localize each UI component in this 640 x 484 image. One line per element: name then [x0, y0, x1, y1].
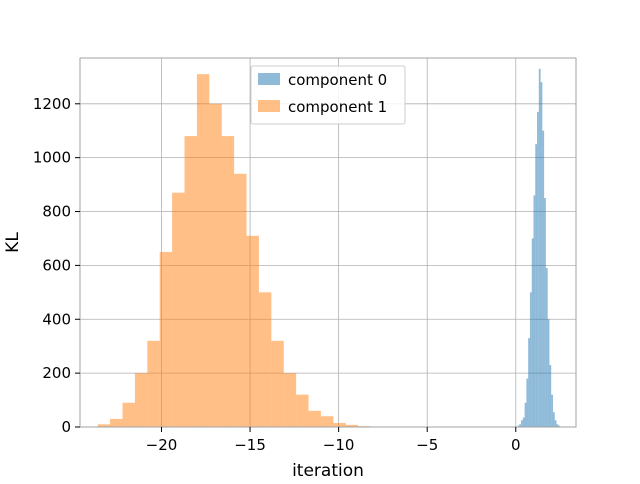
y-tick-label: 1200: [33, 95, 71, 113]
legend: component 0 component 1: [250, 65, 406, 125]
y-tick-label: 800: [42, 203, 71, 221]
histogram-bar: [172, 192, 185, 427]
histogram-bar: [517, 425, 520, 427]
y-tick-label: 0: [61, 418, 71, 436]
histogram-bar: [540, 82, 543, 427]
histogram-bar: [529, 292, 532, 427]
histogram-bar: [345, 424, 359, 427]
y-axis-ticks: 0 200 400 600 800 1000 1200: [33, 95, 80, 436]
histogram-bar: [528, 338, 530, 427]
histogram-bar: [535, 144, 538, 428]
histogram-bar: [97, 424, 111, 427]
histogram-bar: [246, 235, 259, 427]
series-component-0: [517, 68, 562, 428]
histogram-bar: [110, 418, 123, 427]
histogram-bar: [521, 420, 523, 427]
plot-frame: [79, 57, 577, 428]
histogram-bar: [196, 74, 210, 427]
histogram-bar: [320, 416, 334, 427]
histogram-bar: [271, 340, 284, 427]
histogram-bar: [519, 424, 522, 427]
histogram-bar: [537, 111, 539, 427]
histogram-bar: [552, 412, 555, 427]
y-axis-label: KL: [3, 232, 23, 253]
histogram-bar: [547, 319, 550, 427]
histogram-bar: [221, 136, 235, 427]
histogram-bar: [542, 130, 545, 427]
histogram-bar: [134, 373, 148, 427]
histogram-bar: [333, 422, 346, 427]
x-tick-label: −10: [323, 436, 355, 454]
histogram-bar: [184, 136, 197, 427]
histogram-bar: [122, 402, 135, 427]
x-tick-label: −15: [234, 436, 266, 454]
histogram-bar: [554, 420, 557, 427]
histogram-bar: [544, 198, 546, 427]
legend-label-component-1: component 1: [288, 98, 387, 116]
x-axis-label: iteration: [292, 461, 364, 480]
y-tick-label: 600: [42, 256, 71, 274]
histogram-bar: [234, 173, 247, 427]
y-tick-label: 200: [42, 364, 71, 382]
histogram-bar: [308, 410, 321, 427]
histogram-bar: [533, 195, 536, 427]
x-tick-label: −20: [146, 436, 178, 454]
histogram-bar: [538, 68, 541, 428]
histogram-bar: [551, 394, 553, 427]
histogram-bar: [545, 268, 548, 427]
legend-box: [250, 65, 406, 125]
y-tick-label: 400: [42, 310, 71, 328]
histogram-bar: [549, 365, 552, 427]
histogram-bar: [147, 340, 160, 427]
histogram-bars: [97, 68, 562, 428]
histogram-bar: [209, 103, 222, 427]
legend-swatch-component-1: [258, 100, 280, 112]
histogram-bar: [526, 378, 529, 427]
histogram-bar: [296, 394, 309, 427]
series-component-1: [97, 74, 371, 427]
x-axis-ticks: −20 −15 −10 −5 0: [146, 427, 521, 454]
histogram-bar: [258, 292, 272, 427]
histogram-bar: [524, 402, 527, 427]
histogram-bar: [159, 251, 173, 427]
histogram-bar: [283, 373, 297, 427]
histogram-bar: [558, 425, 561, 427]
x-tick-label: 0: [511, 436, 521, 454]
legend-label-component-0: component 0: [288, 71, 387, 89]
histogram-bar: [531, 238, 534, 427]
histogram-bar: [522, 417, 525, 427]
histogram-bar: [556, 424, 559, 427]
x-tick-label: −5: [416, 436, 438, 454]
y-tick-label: 1000: [33, 149, 71, 167]
legend-swatch-component-0: [258, 73, 280, 85]
